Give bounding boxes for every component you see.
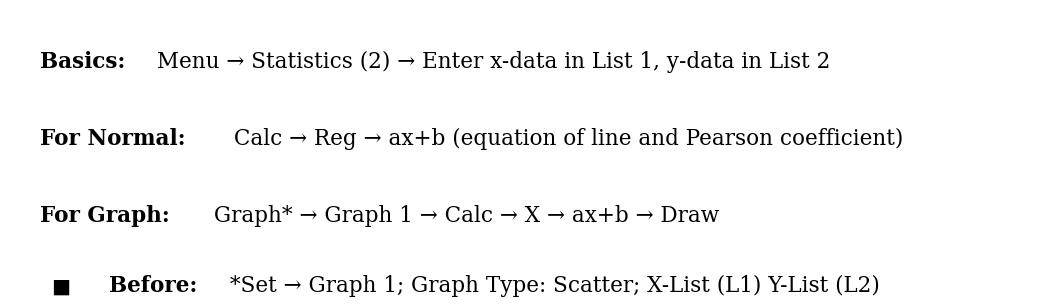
Text: For Normal:: For Normal: bbox=[40, 128, 185, 150]
Text: For Graph:: For Graph: bbox=[40, 205, 170, 227]
Text: Basics:: Basics: bbox=[40, 51, 125, 73]
Text: Before:: Before: bbox=[109, 275, 198, 298]
Text: Menu → Statistics (2) → Enter x-data in List 1, y-data in List 2: Menu → Statistics (2) → Enter x-data in … bbox=[150, 51, 830, 73]
Text: Calc → Reg → ax+b (equation of line and Pearson coefficient): Calc → Reg → ax+b (equation of line and … bbox=[227, 128, 903, 150]
Text: Graph* → Graph 1 → Calc → X → ax+b → Draw: Graph* → Graph 1 → Calc → X → ax+b → Dra… bbox=[207, 205, 719, 227]
Text: ■: ■ bbox=[51, 277, 70, 296]
Text: *Set → Graph 1; Graph Type: Scatter; X-List (L1) Y-List (L2): *Set → Graph 1; Graph Type: Scatter; X-L… bbox=[223, 275, 880, 298]
